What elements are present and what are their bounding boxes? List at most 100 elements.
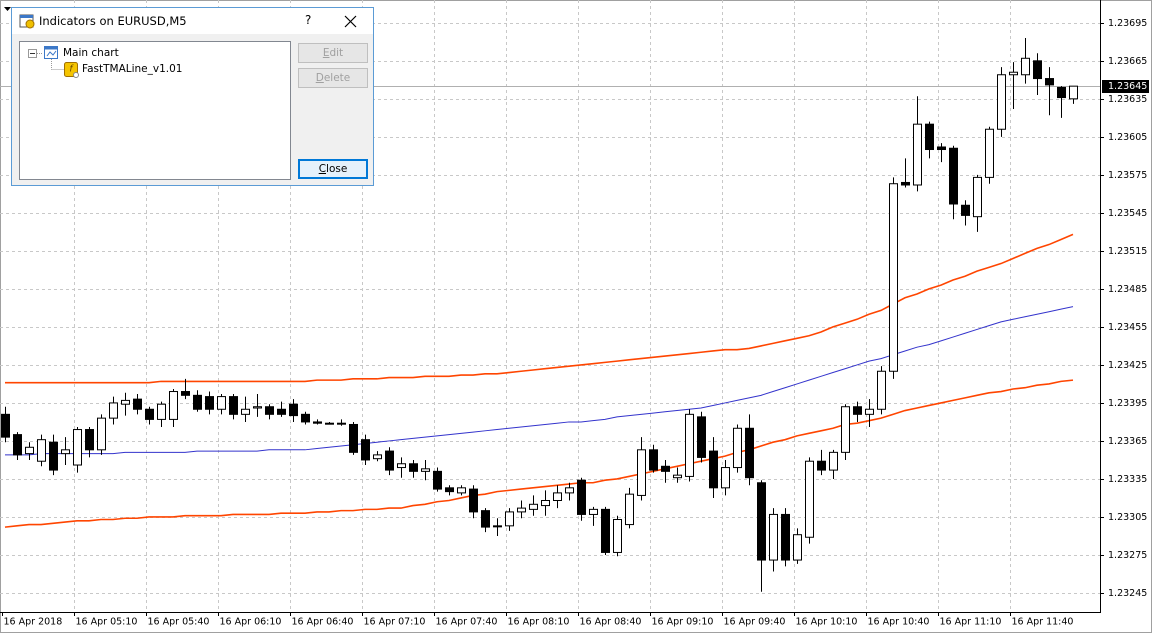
x-tick-label: 16 Apr 09:40 xyxy=(724,617,786,628)
candle-body xyxy=(733,427,742,469)
delete-button[interactable]: Delete xyxy=(298,68,368,88)
y-tick-label: 1.23515 xyxy=(1108,246,1147,257)
candle-body xyxy=(265,406,274,415)
tree-graphics: f xyxy=(28,46,79,78)
candle-body xyxy=(61,449,70,455)
close-x-button[interactable] xyxy=(344,15,358,29)
candle-body xyxy=(541,499,550,507)
candle-body xyxy=(481,510,490,528)
x-tick-label: 16 Apr 07:40 xyxy=(436,617,498,628)
candle-body xyxy=(1033,60,1042,80)
candle-body xyxy=(721,467,730,489)
x-tick-label: 16 Apr 05:40 xyxy=(148,617,210,628)
candle-body xyxy=(613,519,622,553)
chart-menu-arrow[interactable] xyxy=(4,7,11,11)
button-label: Delete xyxy=(315,72,351,84)
candle-body xyxy=(433,470,442,490)
button-label: Edit xyxy=(322,47,344,59)
candle-body xyxy=(793,534,802,561)
candle-body xyxy=(817,460,826,471)
indicators-dialog: Indicators on EURUSD,M5 ? f Main chart F… xyxy=(11,7,374,186)
candle-body xyxy=(973,176,982,218)
candle-body xyxy=(205,396,214,410)
x-tick-label: 16 Apr 08:40 xyxy=(580,617,642,628)
candle-body xyxy=(985,128,994,178)
candle-body xyxy=(1021,57,1030,76)
candle-body xyxy=(637,449,646,496)
close-button[interactable]: Close xyxy=(298,159,368,179)
y-tick-label: 1.23245 xyxy=(1108,588,1147,599)
x-tick-label: 16 Apr 08:10 xyxy=(508,617,570,628)
candle-body xyxy=(1009,71,1018,76)
candle-body xyxy=(325,422,334,425)
candle-body xyxy=(253,406,262,409)
y-tick-label: 1.23335 xyxy=(1108,474,1147,485)
candle-body xyxy=(877,370,886,410)
title-bar: Indicators on EURUSD,M5 ? xyxy=(12,8,373,34)
candle-body xyxy=(841,406,850,453)
candles xyxy=(1,38,1078,592)
y-tick-label: 1.23695 xyxy=(1108,18,1147,29)
candle-body xyxy=(697,416,706,458)
candle-body xyxy=(1057,86,1066,99)
current-price-box xyxy=(1102,80,1149,93)
candle-body xyxy=(517,507,526,513)
candle-body xyxy=(133,398,142,410)
candle-body xyxy=(97,417,106,451)
candle-body xyxy=(181,391,190,396)
y-tick-label: 1.23485 xyxy=(1108,284,1147,295)
indicator-line xyxy=(4,379,1074,528)
candle-body xyxy=(493,525,502,528)
svg-text:f: f xyxy=(69,65,74,75)
y-tick-label: 1.23545 xyxy=(1108,208,1147,219)
candle-body xyxy=(157,403,166,420)
candle-body xyxy=(673,474,682,479)
candle-body xyxy=(565,487,574,494)
candle-body xyxy=(85,429,94,451)
edit-button[interactable]: Edit xyxy=(298,43,368,63)
tree-item[interactable]: FastTMALine_v1.01 xyxy=(82,63,183,75)
candle-body xyxy=(769,513,778,561)
x-tick-label: 16 Apr 10:40 xyxy=(868,617,930,628)
candle-body xyxy=(409,463,418,472)
candle-body xyxy=(757,482,766,561)
candle-body xyxy=(13,434,22,456)
candle-body xyxy=(625,493,634,526)
candle-body xyxy=(937,146,946,151)
x-tick-label: 16 Apr 11:10 xyxy=(940,617,1002,628)
candle-body xyxy=(601,508,610,553)
x-tick-label: 16 Apr 10:10 xyxy=(796,617,858,628)
candle-body xyxy=(865,408,874,415)
x-tick-label: 16 Apr 09:10 xyxy=(652,617,714,628)
candle-body xyxy=(901,181,910,186)
candle-body xyxy=(889,183,898,372)
x-tick-label: 16 Apr 06:10 xyxy=(220,617,282,628)
candle-body xyxy=(301,413,310,423)
candle-body xyxy=(829,451,838,471)
candle-body xyxy=(373,454,382,460)
y-tick-label: 1.23425 xyxy=(1108,360,1147,371)
candle-body xyxy=(469,488,478,513)
indicator-tree: f Main chart FastTMALine_v1.01 xyxy=(19,41,291,180)
current-price-label: 1.23645 xyxy=(1108,81,1147,92)
candle-body xyxy=(313,421,322,424)
candle-body xyxy=(1069,85,1078,100)
candle-body xyxy=(229,396,238,415)
tree-root[interactable]: Main chart xyxy=(63,47,119,59)
candle-body xyxy=(505,511,514,527)
y-tick-label: 1.23635 xyxy=(1108,94,1147,105)
candle-body xyxy=(457,487,466,494)
candle-body xyxy=(109,402,118,419)
candle-body xyxy=(145,408,154,420)
help-button[interactable]: ? xyxy=(305,13,312,27)
candle-body xyxy=(781,513,790,561)
candle-body xyxy=(169,391,178,420)
dialog-icon xyxy=(19,14,35,29)
y-tick-label: 1.23305 xyxy=(1108,512,1147,523)
candle-body xyxy=(553,492,562,501)
candle-body xyxy=(37,439,46,462)
candle-body xyxy=(1045,78,1054,86)
x-tick-label: 16 Apr 06:40 xyxy=(292,617,354,628)
candle-body xyxy=(913,123,922,186)
